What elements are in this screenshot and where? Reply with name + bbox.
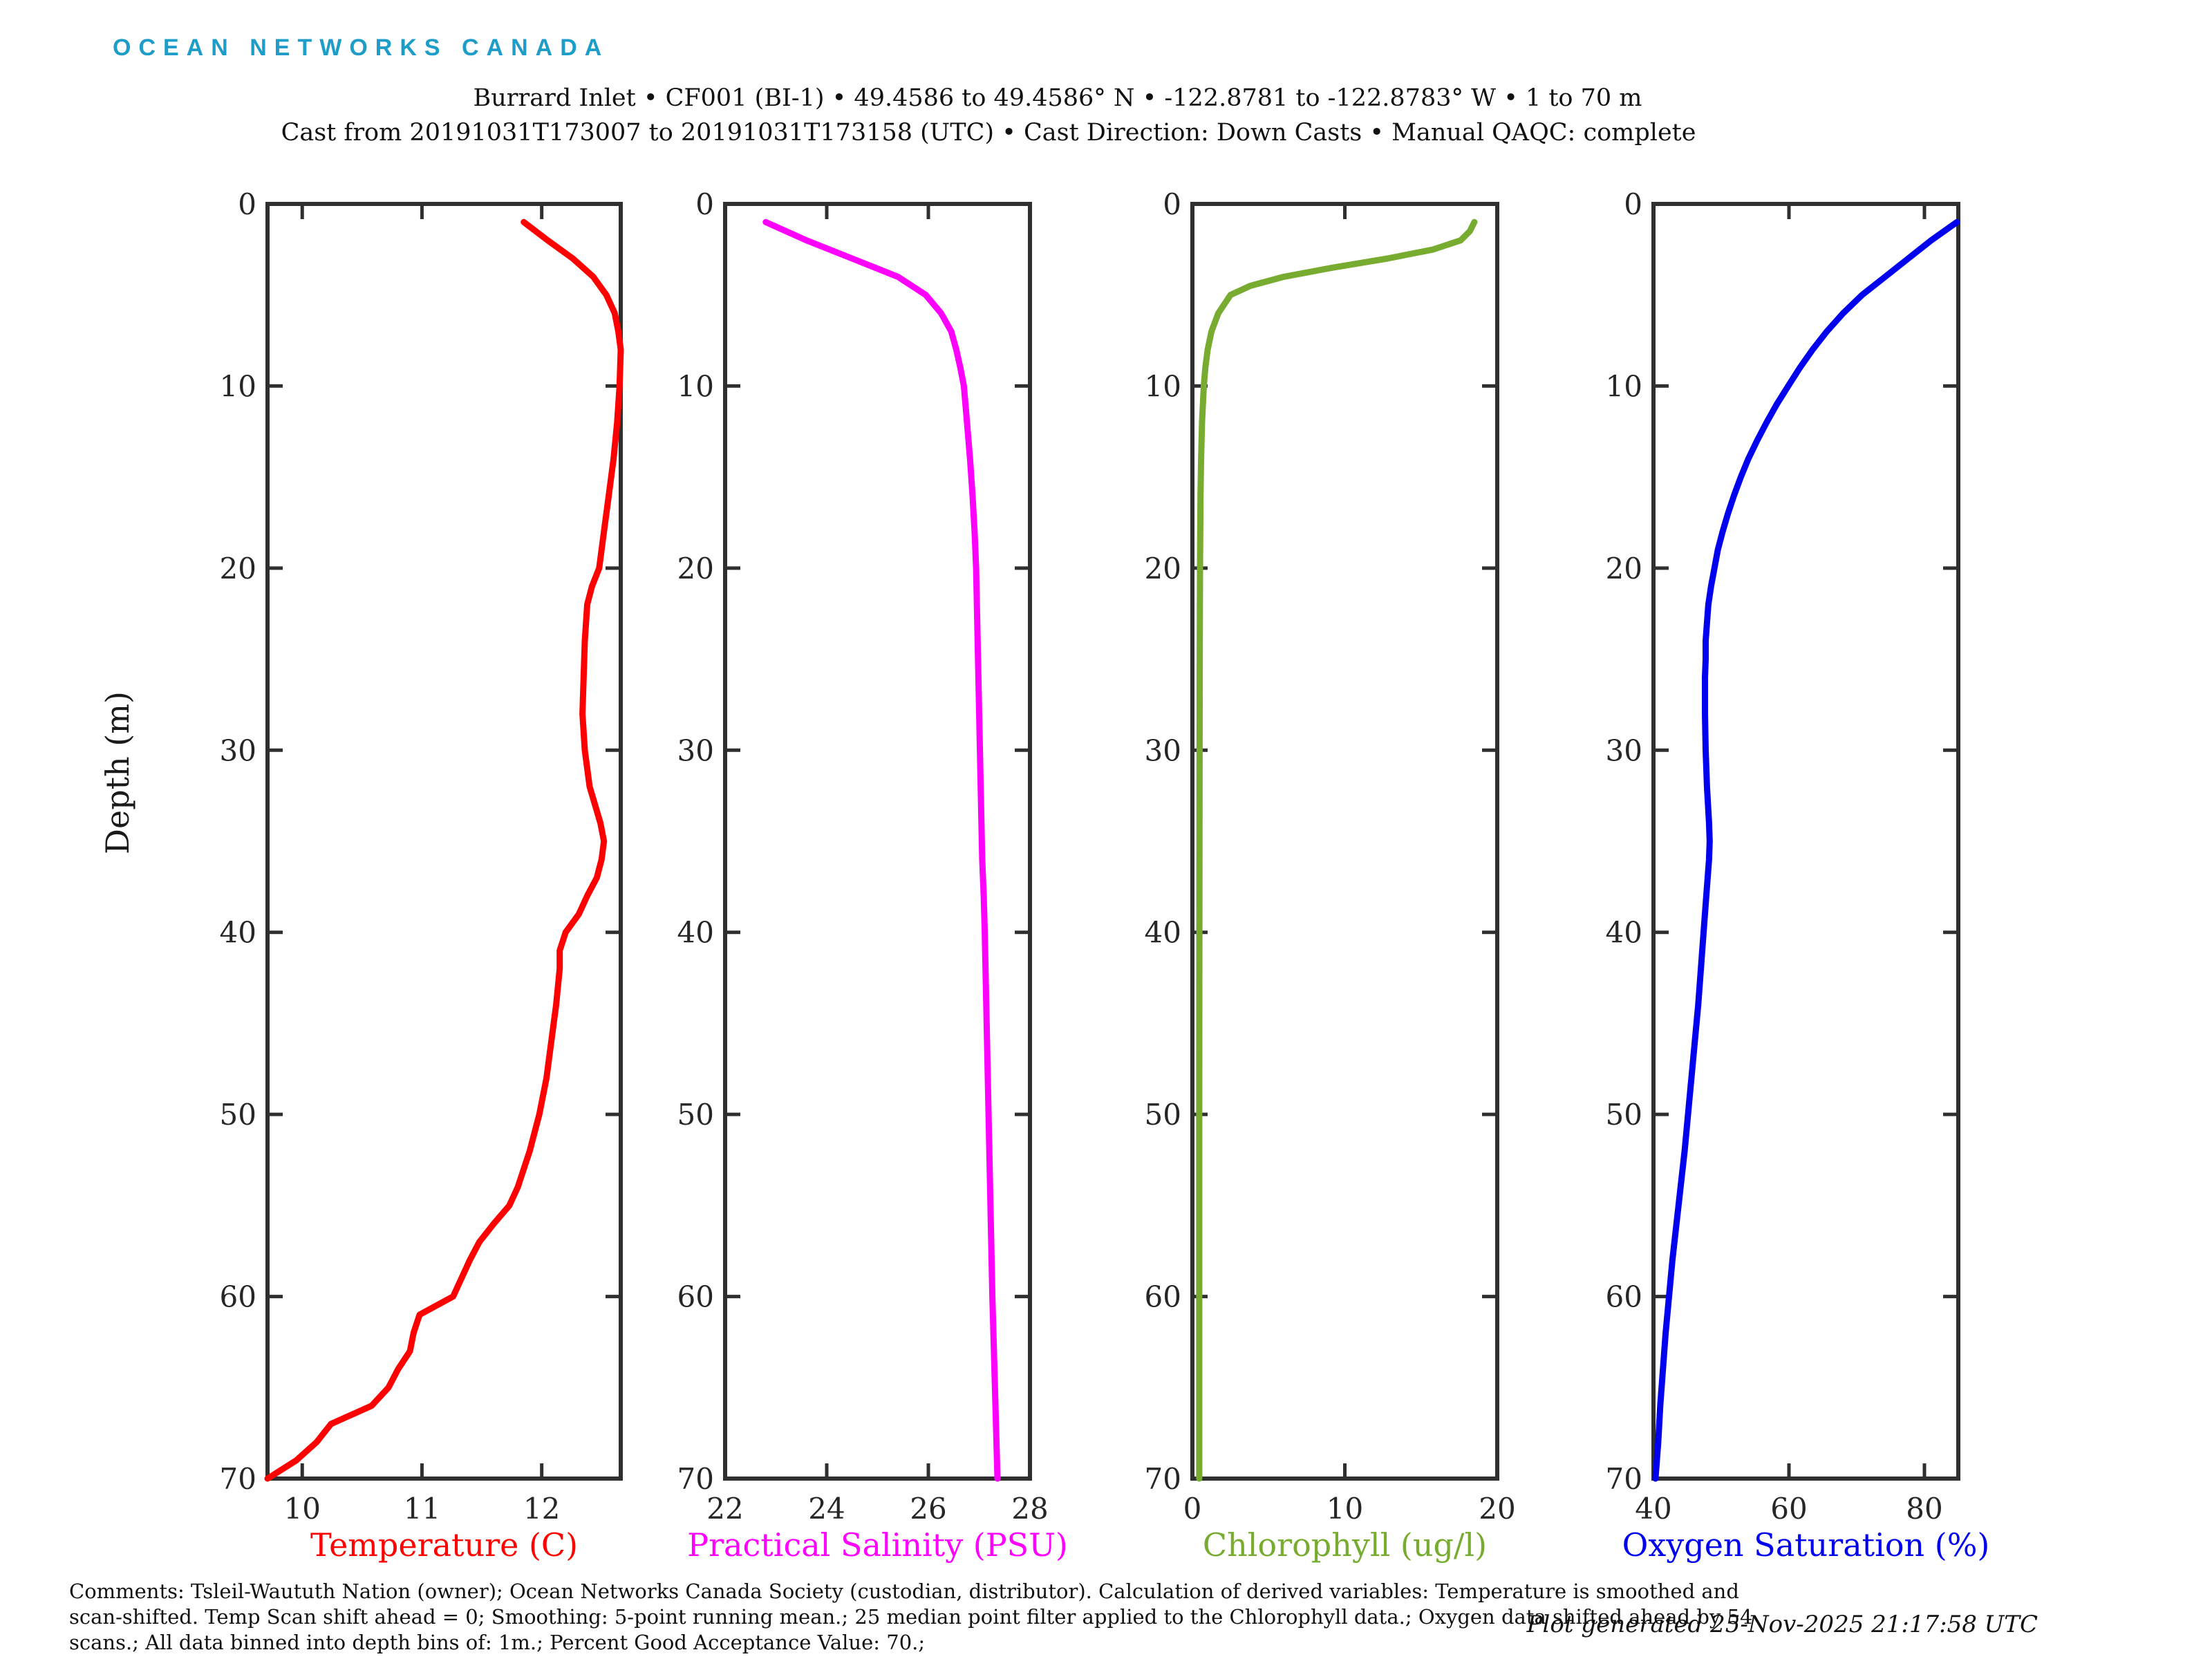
comments-block: Comments: Tsleil-Waututh Nation (owner);… — [69, 1579, 1752, 1656]
y-tick-label: 50 — [677, 1098, 714, 1132]
y-tick-label: 40 — [1606, 916, 1642, 950]
salinity-profile-curve — [762, 218, 1001, 1482]
y-tick-label: 10 — [220, 369, 256, 403]
axes-frame — [1190, 202, 1499, 1481]
plot-generated-timestamp: Plot generated 25-Nov-2025 21:17:58 UTC — [1526, 1611, 2038, 1638]
y-tick-label: 30 — [220, 733, 256, 767]
x-tick-label: 40 — [1635, 1492, 1671, 1526]
y-tick-label: 40 — [677, 916, 714, 950]
y-tick-label: 20 — [677, 552, 714, 585]
axes-frame — [1651, 202, 1960, 1481]
axes-frame — [265, 202, 623, 1481]
x-tick-label: 26 — [910, 1492, 946, 1526]
y-tick-label: 50 — [1606, 1098, 1642, 1132]
x-tick-label: 24 — [808, 1492, 845, 1526]
y-tick-label: 30 — [1145, 733, 1181, 767]
chlorophyll-axis-label: Chlorophyll (ug/l) — [1202, 1526, 1488, 1564]
y-tick-label: 60 — [220, 1280, 256, 1314]
y-tick-label: 70 — [677, 1462, 714, 1496]
y-tick-label: 70 — [1606, 1462, 1642, 1496]
chlorophyll-profile-curve — [1196, 218, 1478, 1482]
y-tick-label: 20 — [1145, 552, 1181, 585]
x-tick-label: 10 — [1327, 1492, 1363, 1526]
y-tick-label: 60 — [677, 1280, 714, 1314]
salinity-axis-label: Practical Salinity (PSU) — [687, 1526, 1068, 1564]
comments-line: Comments: Tsleil-Waututh Nation (owner);… — [69, 1580, 1739, 1603]
y-tick-label: 40 — [220, 916, 256, 950]
ocean-networks-canada-logo: OCEAN NETWORKS CANADA — [113, 35, 610, 61]
axes-frame — [723, 202, 1032, 1481]
y-tick-label: 0 — [695, 187, 714, 221]
x-tick-label: 60 — [1770, 1492, 1807, 1526]
figure-title-line2: Cast from 20191031T173007 to 20191031T17… — [281, 119, 1696, 147]
comments-line: scan-shifted. Temp Scan shift ahead = 0;… — [69, 1605, 1753, 1629]
y-tick-label: 70 — [220, 1462, 256, 1496]
y-tick-label: 60 — [1606, 1280, 1642, 1314]
comments-line: scans.; All data binned into depth bins … — [69, 1631, 926, 1654]
oxygen-profile-curve — [1652, 218, 1960, 1482]
y-tick-label: 40 — [1145, 916, 1181, 950]
x-tick-label: 22 — [706, 1492, 743, 1526]
x-tick-label: 11 — [404, 1492, 440, 1526]
temperature-axis-label: Temperature (C) — [310, 1526, 579, 1564]
x-tick-label: 0 — [1183, 1492, 1202, 1526]
temperature-profile-panel: 0 10 20 30 40 50 60 70 10 11 12 — [220, 187, 624, 1526]
y-tick-label: 20 — [1606, 552, 1642, 585]
y-tick-label: 20 — [220, 552, 256, 585]
x-tick-label: 10 — [284, 1492, 321, 1526]
y-tick-label: 30 — [677, 733, 714, 767]
y-tick-label: 50 — [220, 1098, 256, 1132]
y-tick-label: 0 — [238, 187, 256, 221]
x-tick-label: 28 — [1011, 1492, 1048, 1526]
oxygen-axis-label: Oxygen Saturation (%) — [1622, 1526, 1990, 1564]
y-tick-label: 10 — [677, 369, 714, 403]
y-tick-label: 50 — [1145, 1098, 1181, 1132]
x-tick-label: 12 — [523, 1492, 560, 1526]
figure-title-line1: Burrard Inlet • CF001 (BI-1) • 49.4586 t… — [473, 84, 1642, 112]
y-tick-label: 70 — [1145, 1462, 1181, 1496]
y-tick-label: 10 — [1145, 369, 1181, 403]
x-tick-label: 80 — [1906, 1492, 1942, 1526]
y-tick-label: 0 — [1163, 187, 1181, 221]
y-tick-label: 0 — [1624, 187, 1642, 221]
depth-axis-label: Depth (m) — [99, 691, 136, 854]
y-tick-label: 60 — [1145, 1280, 1181, 1314]
x-tick-label: 20 — [1479, 1492, 1515, 1526]
y-tick-label: 10 — [1606, 369, 1642, 403]
y-tick-label: 30 — [1606, 733, 1642, 767]
temperature-profile-curve — [264, 218, 624, 1482]
